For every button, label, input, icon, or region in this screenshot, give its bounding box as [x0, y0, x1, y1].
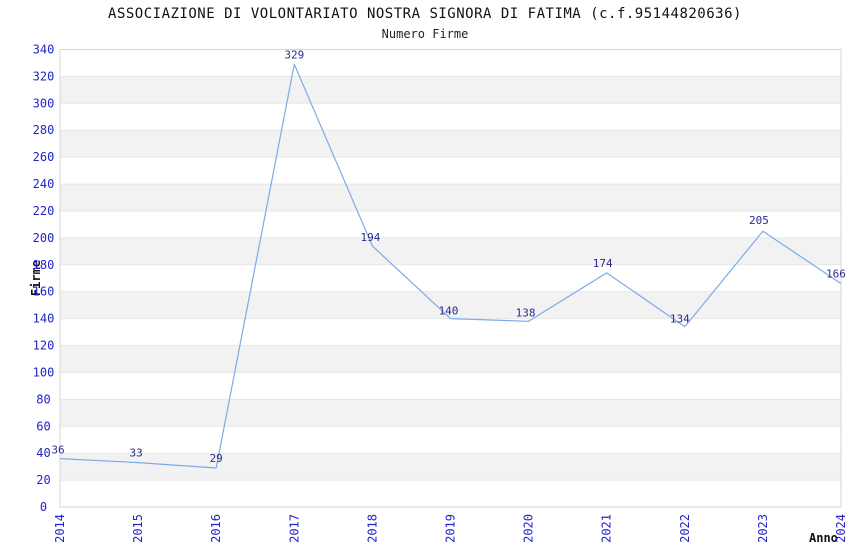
- x-tick-label: 2015: [131, 514, 145, 543]
- data-line: [59, 63, 842, 469]
- plot-border: [59, 49, 842, 508]
- chart-band: [60, 345, 841, 373]
- x-tick-label: 2021: [600, 514, 614, 543]
- x-tick-label: 2022: [678, 514, 692, 543]
- y-tick-label: 180: [33, 258, 55, 272]
- data-point-label: 29: [210, 452, 223, 465]
- x-tick-label: 2019: [444, 514, 458, 543]
- x-tick-label: 2018: [365, 514, 379, 543]
- chart-band: [60, 76, 841, 104]
- chart-title: ASSOCIAZIONE DI VOLONTARIATO NOSTRA SIGN…: [108, 6, 742, 22]
- y-tick-label: 80: [36, 392, 50, 406]
- chart-band: [60, 184, 841, 211]
- y-tick-label: 300: [33, 96, 55, 110]
- chart-band: [60, 130, 841, 158]
- data-point-label: 174: [593, 257, 613, 270]
- chart-band: [60, 291, 841, 319]
- data-point-label: 33: [129, 447, 142, 460]
- y-tick-label: 240: [33, 177, 55, 191]
- y-tick-label: 220: [33, 204, 55, 218]
- y-tick-label: 40: [36, 446, 50, 460]
- x-tick-label: 2023: [756, 514, 770, 543]
- y-tick-label: 160: [33, 285, 55, 299]
- data-point-label: 205: [749, 214, 769, 227]
- chart-subtitle: Numero Firme: [381, 27, 469, 41]
- y-tick-label: 120: [33, 339, 55, 353]
- data-point-label: 138: [516, 306, 536, 319]
- y-tick-label: 320: [33, 69, 55, 83]
- y-tick-label: 0: [40, 500, 47, 514]
- y-tick-label: 60: [36, 419, 50, 433]
- y-tick-label: 200: [33, 231, 55, 245]
- chart-band: [60, 453, 841, 481]
- data-point-label: 194: [360, 231, 380, 244]
- y-tick-label: 280: [33, 123, 55, 137]
- data-point-label: 36: [51, 444, 64, 457]
- x-tick-label: 2024: [834, 514, 848, 543]
- x-tick-label: 2014: [53, 514, 67, 543]
- data-point-label: 134: [670, 313, 690, 326]
- chart-band: [60, 399, 841, 427]
- y-tick-label: 20: [36, 473, 50, 487]
- y-tick-label: 140: [33, 312, 55, 326]
- y-tick-label: 100: [33, 365, 55, 379]
- data-point-label: 329: [284, 48, 304, 61]
- x-tick-label: 2017: [287, 514, 301, 543]
- chart-band: [60, 237, 841, 265]
- data-point-label: 140: [439, 305, 459, 318]
- data-point-label: 166: [826, 268, 846, 281]
- x-tick-label: 2016: [209, 514, 223, 543]
- x-tick-label: 2020: [522, 514, 536, 543]
- x-axis-title: Anno: [809, 531, 838, 545]
- y-tick-label: 340: [33, 43, 55, 57]
- y-tick-label: 260: [33, 150, 55, 164]
